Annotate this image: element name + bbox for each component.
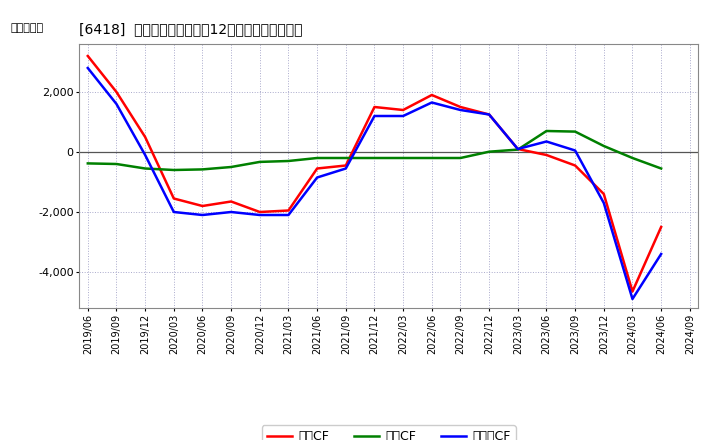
フリーCF: [485, 112, 493, 117]
投資CF: [256, 159, 264, 165]
営業CF: [542, 152, 551, 158]
Text: [6418]  キャッシュフローの12か月移動合計の推移: [6418] キャッシュフローの12か月移動合計の推移: [79, 22, 302, 36]
フリーCF: [256, 213, 264, 218]
投資CF: [227, 165, 235, 170]
営業CF: [198, 203, 207, 209]
フリーCF: [227, 209, 235, 215]
営業CF: [513, 147, 522, 152]
フリーCF: [141, 152, 150, 158]
投資CF: [112, 161, 121, 167]
営業CF: [428, 92, 436, 98]
フリーCF: [542, 139, 551, 144]
投資CF: [628, 155, 636, 161]
フリーCF: [571, 148, 580, 153]
営業CF: [628, 289, 636, 294]
投資CF: [456, 155, 465, 161]
Legend: 営業CF, 投資CF, フリーCF: 営業CF, 投資CF, フリーCF: [262, 425, 516, 440]
フリーCF: [399, 114, 408, 119]
フリーCF: [112, 101, 121, 106]
フリーCF: [169, 209, 178, 215]
営業CF: [141, 134, 150, 139]
フリーCF: [628, 297, 636, 302]
営業CF: [112, 89, 121, 95]
営業CF: [571, 163, 580, 168]
営業CF: [456, 104, 465, 110]
フリーCF: [600, 200, 608, 205]
Line: フリーCF: フリーCF: [88, 68, 661, 299]
投資CF: [284, 158, 293, 164]
営業CF: [399, 107, 408, 113]
投資CF: [141, 166, 150, 171]
投資CF: [370, 155, 379, 161]
営業CF: [341, 163, 350, 168]
フリーCF: [370, 114, 379, 119]
営業CF: [600, 191, 608, 197]
Y-axis label: （百万円）: （百万円）: [10, 23, 43, 33]
営業CF: [370, 104, 379, 110]
営業CF: [485, 112, 493, 117]
営業CF: [284, 208, 293, 213]
投資CF: [657, 166, 665, 171]
フリーCF: [513, 147, 522, 152]
投資CF: [428, 155, 436, 161]
投資CF: [399, 155, 408, 161]
投資CF: [485, 149, 493, 154]
投資CF: [198, 167, 207, 172]
フリーCF: [198, 213, 207, 218]
投資CF: [571, 129, 580, 134]
フリーCF: [428, 100, 436, 105]
フリーCF: [312, 175, 321, 180]
投資CF: [84, 161, 92, 166]
投資CF: [312, 155, 321, 161]
フリーCF: [341, 166, 350, 171]
営業CF: [657, 224, 665, 230]
営業CF: [169, 196, 178, 201]
フリーCF: [657, 251, 665, 257]
フリーCF: [84, 66, 92, 71]
営業CF: [256, 209, 264, 215]
Line: 投資CF: 投資CF: [88, 131, 661, 170]
投資CF: [169, 167, 178, 172]
Line: 営業CF: 営業CF: [88, 56, 661, 292]
営業CF: [312, 166, 321, 171]
投資CF: [341, 155, 350, 161]
営業CF: [227, 199, 235, 204]
営業CF: [84, 53, 92, 59]
投資CF: [600, 143, 608, 149]
投資CF: [542, 128, 551, 134]
投資CF: [513, 147, 522, 152]
フリーCF: [284, 213, 293, 218]
フリーCF: [456, 107, 465, 113]
